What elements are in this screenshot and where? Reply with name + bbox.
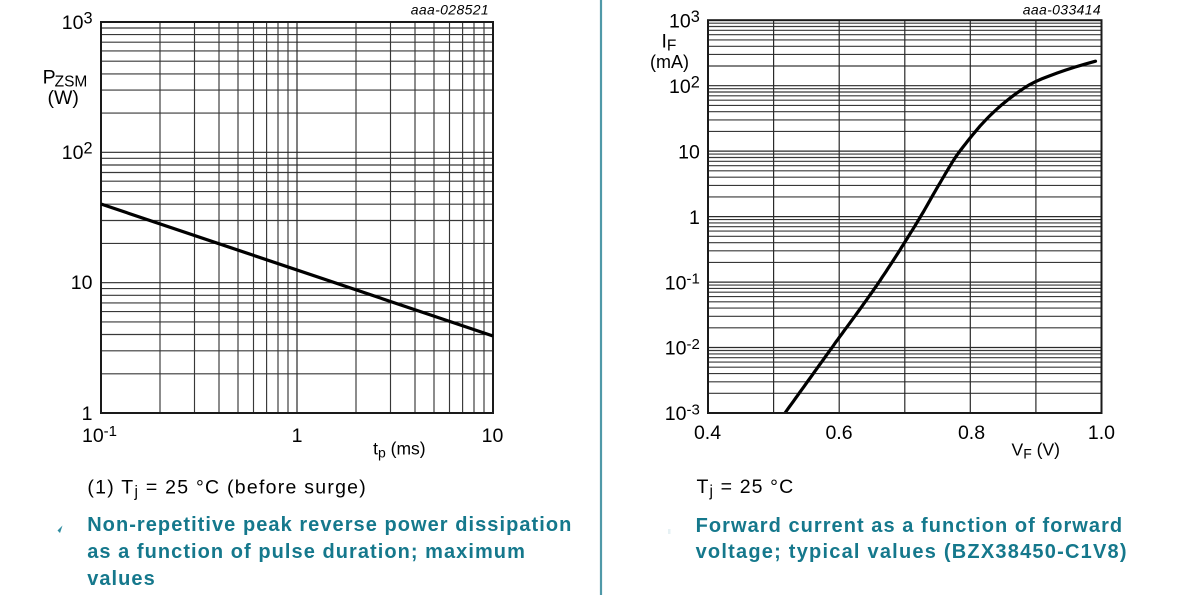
svg-text:1: 1 xyxy=(82,403,93,425)
svg-text:0.4: 0.4 xyxy=(694,422,721,444)
svg-text:102: 102 xyxy=(669,73,700,98)
svg-text:10-1: 10-1 xyxy=(665,271,700,295)
svg-text:1: 1 xyxy=(689,207,700,229)
svg-text:(mA): (mA) xyxy=(650,52,689,72)
svg-text:Non-repetitive peak reverse po: Non-repetitive peak reverse power dissip… xyxy=(87,514,572,536)
svg-text:10: 10 xyxy=(71,272,93,294)
svg-text:102: 102 xyxy=(62,140,93,165)
svg-text:103: 103 xyxy=(669,8,700,33)
svg-text:IF: IF xyxy=(662,31,677,55)
svg-text:aaa-033414: aaa-033414 xyxy=(1023,2,1101,18)
svg-text:(W): (W) xyxy=(47,87,78,109)
svg-text:voltage; typical values (BZX38: voltage; typical values (BZX38450-C1V8) xyxy=(696,541,1128,563)
svg-text:Forward current as a function: Forward current as a function of forward xyxy=(696,515,1124,537)
svg-text:aaa-028521: aaa-028521 xyxy=(411,2,489,18)
svg-text:tp (ms): tp (ms) xyxy=(373,439,426,461)
svg-text:1: 1 xyxy=(292,425,303,447)
svg-text:(1) Tj = 25 °C (before surge): (1) Tj = 25 °C (before surge) xyxy=(87,477,367,501)
svg-text:10-1: 10-1 xyxy=(82,423,117,447)
svg-text:0.8: 0.8 xyxy=(958,422,985,444)
svg-text:1.0: 1.0 xyxy=(1088,422,1115,444)
svg-text:10-2: 10-2 xyxy=(665,336,700,360)
svg-text:Tj = 25 °C: Tj = 25 °C xyxy=(697,476,795,500)
svg-text:values: values xyxy=(87,568,156,590)
svg-text:10: 10 xyxy=(678,141,700,163)
svg-text:0.6: 0.6 xyxy=(825,422,852,444)
svg-text:10: 10 xyxy=(482,425,504,447)
svg-text:as a function of pulse duratio: as a function of pulse duration; maximum xyxy=(87,541,526,563)
svg-text:VF (V): VF (V) xyxy=(1012,440,1060,462)
svg-text:103: 103 xyxy=(62,10,93,35)
